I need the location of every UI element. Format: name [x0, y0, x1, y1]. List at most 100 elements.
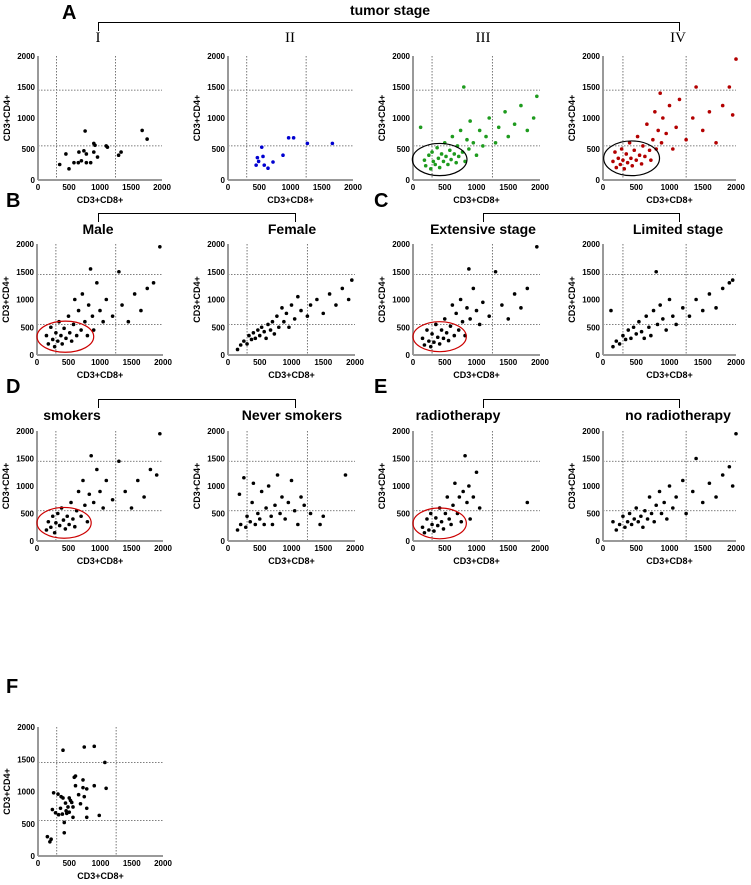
- data-point: [642, 336, 647, 341]
- data-point: [286, 500, 291, 505]
- data-point: [512, 122, 517, 126]
- data-point: [67, 167, 71, 171]
- data-point: [446, 162, 450, 167]
- data-point: [273, 503, 277, 508]
- y-tick-label: 1500: [582, 455, 600, 464]
- x-tick-label: 0: [411, 358, 416, 367]
- x-tick-label: 500: [62, 544, 76, 553]
- y-tick-label: 2000: [17, 723, 35, 732]
- data-point: [714, 306, 718, 310]
- cluster-ellipse: [412, 321, 467, 353]
- data-point: [46, 342, 51, 346]
- data-point: [437, 342, 442, 346]
- data-point: [83, 503, 87, 508]
- x-tick-label: 1500: [314, 544, 332, 553]
- data-point: [684, 511, 688, 516]
- data-point: [465, 500, 469, 505]
- data-point: [500, 303, 504, 307]
- scatter-plot-b2: 0 500 1000 1500 2000 0 500 1000 1500 2000 CD3+CD8+…: [192, 240, 364, 380]
- data-point: [88, 160, 93, 165]
- y-axis-label: CD3+CD4+: [192, 95, 202, 142]
- x-tick-label: 1000: [661, 358, 679, 367]
- data-point: [720, 286, 725, 291]
- data-point: [330, 141, 335, 146]
- data-point: [318, 522, 322, 527]
- data-point: [271, 160, 275, 164]
- x-tick-label: 1000: [91, 183, 109, 192]
- data-point: [456, 328, 461, 332]
- data-point: [730, 484, 735, 488]
- data-point: [720, 473, 725, 477]
- data-point: [471, 286, 476, 291]
- y-tick-label: 2000: [16, 427, 34, 436]
- y-tick-label: 1000: [582, 296, 600, 305]
- data-point: [439, 152, 444, 156]
- data-point: [57, 523, 62, 528]
- panel-label-f: F: [6, 676, 19, 698]
- y-axis-label: CD3+CD4+: [2, 768, 12, 815]
- y-tick-label: 500: [22, 820, 36, 829]
- data-point: [632, 517, 637, 521]
- y-tick-label: 1500: [582, 83, 600, 92]
- data-point: [462, 85, 466, 89]
- data-point: [69, 500, 73, 505]
- data-point: [65, 514, 70, 519]
- y-axis-label: CD3+CD4+: [567, 276, 577, 323]
- data-point: [468, 119, 472, 123]
- data-point: [449, 522, 453, 527]
- data-point: [46, 519, 51, 524]
- data-point: [471, 141, 476, 145]
- panel-label-a: A: [62, 2, 77, 24]
- data-point: [56, 792, 60, 796]
- data-point: [661, 116, 665, 120]
- data-point: [434, 516, 438, 520]
- data-point: [79, 158, 84, 163]
- data-point: [73, 524, 77, 529]
- data-point: [700, 500, 705, 505]
- data-point: [454, 311, 458, 316]
- x-tick-label: 500: [438, 183, 452, 192]
- x-tick-label: 0: [226, 544, 231, 553]
- data-point: [98, 489, 102, 494]
- data-point: [76, 308, 81, 313]
- y-tick-label: 1000: [392, 114, 410, 123]
- data-point: [266, 166, 270, 171]
- data-point: [481, 300, 485, 305]
- data-point: [321, 311, 326, 316]
- x-axis-label: CD3+CD8+: [267, 195, 314, 205]
- data-point: [447, 517, 451, 521]
- x-tick-label: 1000: [468, 183, 486, 192]
- data-point: [299, 308, 303, 313]
- x-tick-label: 2000: [344, 183, 362, 192]
- data-point: [308, 303, 313, 307]
- data-point: [340, 286, 345, 291]
- data-point: [535, 244, 539, 249]
- x-tick-label: 2000: [346, 544, 364, 553]
- data-point: [617, 522, 622, 527]
- data-point: [634, 158, 639, 162]
- data-point: [643, 508, 647, 513]
- x-tick-label: 0: [601, 544, 606, 553]
- data-point: [343, 473, 348, 477]
- y-tick-label: 500: [22, 145, 36, 154]
- data-point: [302, 503, 307, 508]
- data-point: [245, 514, 249, 519]
- x-tick-label: 0: [601, 183, 606, 192]
- x-tick-label: 0: [411, 544, 416, 553]
- y-tick-label: 2000: [392, 427, 410, 436]
- data-point: [493, 269, 498, 274]
- data-point: [714, 495, 718, 499]
- data-point: [645, 517, 650, 521]
- x-tick-label: 500: [630, 183, 644, 192]
- data-point: [80, 292, 85, 296]
- data-point: [427, 528, 431, 532]
- y-tick-label: 1000: [582, 114, 600, 123]
- data-point: [61, 518, 66, 522]
- data-point: [667, 297, 672, 302]
- x-tick-label: 500: [630, 544, 644, 553]
- data-point: [439, 519, 444, 524]
- data-point: [658, 91, 662, 95]
- data-point: [242, 339, 246, 343]
- y-tick-label: 0: [31, 852, 36, 861]
- data-point: [525, 286, 530, 291]
